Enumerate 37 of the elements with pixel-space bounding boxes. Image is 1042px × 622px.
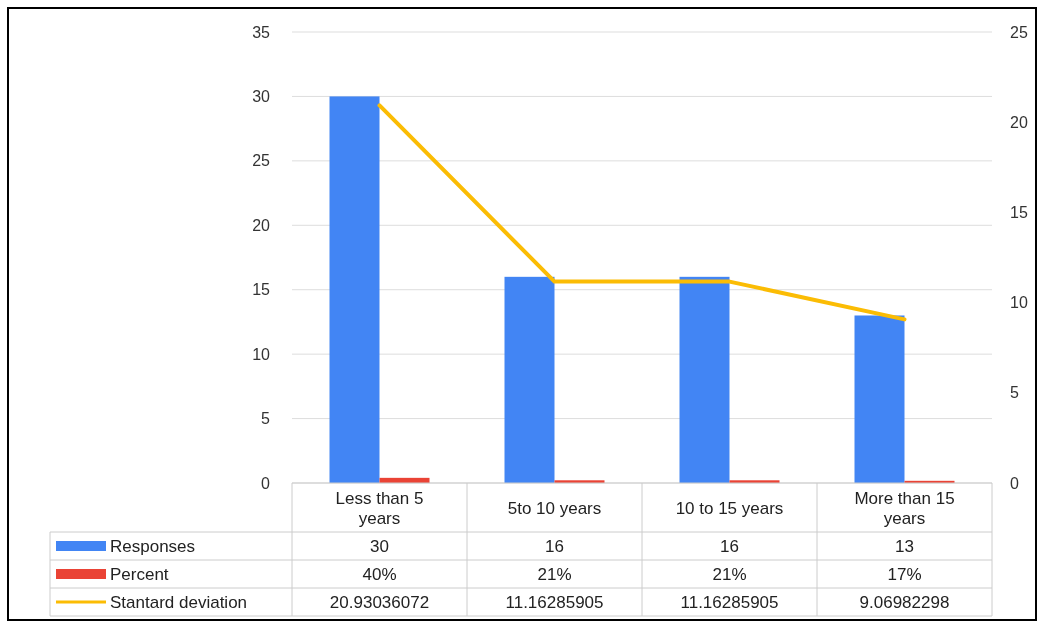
data-label: 13 (895, 537, 914, 556)
y-tick-label: 30 (252, 88, 271, 106)
y-tick-label: 0 (261, 474, 271, 492)
y-tick-label: 15 (252, 281, 271, 299)
legend-label: Responses (110, 537, 196, 556)
data-label: 40% (362, 565, 397, 584)
y-tick-label: 20 (252, 216, 271, 234)
data-label: 9.06982298 (859, 593, 950, 612)
x-tick-label: 5to 10 years (507, 498, 602, 518)
data-label: 16 (545, 537, 564, 556)
legend-label: Percent (110, 565, 169, 584)
y-tick-label: 35 (252, 23, 271, 41)
y2-tick-label: 0 (1010, 474, 1019, 492)
y-tick-label: 25 (252, 152, 271, 170)
y2-tick-label: 10 (1010, 294, 1028, 312)
x-tick-label: 10 to 15 years (675, 498, 784, 518)
data-label: 17% (887, 565, 922, 584)
y2-tick-label: 5 (1010, 384, 1019, 402)
y-tick-label: 5 (261, 410, 271, 428)
data-label: 30 (370, 537, 389, 556)
data-label: 11.16285905 (680, 593, 779, 612)
data-label: 16 (720, 537, 739, 556)
y2-tick-label: 25 (1010, 23, 1028, 41)
legend-label: Stantard deviation (110, 593, 248, 612)
y-tick-label: 10 (252, 345, 271, 363)
data-label: 20.93036072 (329, 593, 430, 612)
x-tick-label: Less than 5 years (335, 488, 424, 528)
data-label: 21% (712, 565, 747, 584)
bar (854, 315, 905, 483)
data-label: 21% (537, 565, 572, 584)
bar (329, 96, 380, 483)
bar (679, 276, 730, 483)
data-label: 11.16285905 (505, 593, 604, 612)
x-tick-label: More than 15 years (854, 488, 955, 528)
y2-tick-label: 15 (1010, 204, 1028, 222)
bar (504, 276, 555, 483)
y2-tick-label: 20 (1010, 113, 1028, 131)
